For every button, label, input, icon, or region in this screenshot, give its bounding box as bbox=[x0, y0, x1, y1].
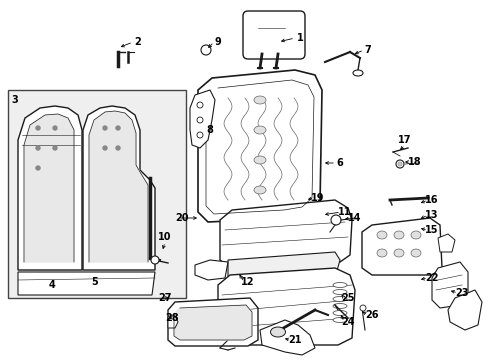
Ellipse shape bbox=[332, 283, 346, 288]
Polygon shape bbox=[168, 298, 258, 346]
Text: 22: 22 bbox=[425, 273, 438, 283]
Polygon shape bbox=[195, 260, 227, 280]
Polygon shape bbox=[83, 106, 155, 270]
Text: 3: 3 bbox=[12, 95, 19, 105]
Polygon shape bbox=[190, 90, 215, 148]
Polygon shape bbox=[18, 272, 155, 295]
Ellipse shape bbox=[376, 249, 386, 257]
Ellipse shape bbox=[270, 327, 285, 337]
Polygon shape bbox=[198, 70, 321, 222]
Circle shape bbox=[197, 132, 203, 138]
Polygon shape bbox=[220, 200, 351, 268]
Polygon shape bbox=[431, 262, 467, 308]
Circle shape bbox=[53, 146, 57, 150]
Polygon shape bbox=[89, 111, 148, 262]
Text: 10: 10 bbox=[158, 232, 171, 242]
Ellipse shape bbox=[253, 126, 265, 134]
Text: 21: 21 bbox=[287, 335, 301, 345]
Text: 15: 15 bbox=[425, 225, 438, 235]
Text: 6: 6 bbox=[336, 158, 343, 168]
Text: 9: 9 bbox=[214, 37, 221, 47]
Text: 16: 16 bbox=[425, 195, 438, 205]
Circle shape bbox=[116, 146, 120, 150]
FancyBboxPatch shape bbox=[243, 11, 305, 59]
Circle shape bbox=[359, 305, 365, 311]
Circle shape bbox=[53, 126, 57, 130]
Circle shape bbox=[197, 102, 203, 108]
Circle shape bbox=[116, 126, 120, 130]
Text: 27: 27 bbox=[158, 293, 171, 303]
Text: 24: 24 bbox=[341, 317, 354, 327]
Ellipse shape bbox=[332, 318, 346, 323]
Bar bbox=[8, 90, 185, 298]
Text: 26: 26 bbox=[365, 310, 378, 320]
Ellipse shape bbox=[332, 297, 346, 302]
Polygon shape bbox=[227, 252, 339, 278]
Circle shape bbox=[151, 256, 159, 264]
Circle shape bbox=[197, 117, 203, 123]
Polygon shape bbox=[174, 305, 251, 340]
Circle shape bbox=[395, 160, 403, 168]
Text: 28: 28 bbox=[165, 313, 179, 323]
Text: 20: 20 bbox=[175, 213, 188, 223]
Ellipse shape bbox=[393, 231, 403, 239]
Circle shape bbox=[103, 126, 107, 130]
Circle shape bbox=[36, 126, 40, 130]
Text: 4: 4 bbox=[48, 280, 55, 290]
Text: 1: 1 bbox=[296, 33, 303, 43]
Circle shape bbox=[397, 162, 401, 166]
Ellipse shape bbox=[376, 231, 386, 239]
Ellipse shape bbox=[332, 289, 346, 294]
Ellipse shape bbox=[332, 310, 346, 315]
Circle shape bbox=[330, 215, 340, 225]
Ellipse shape bbox=[410, 249, 420, 257]
Polygon shape bbox=[18, 106, 82, 270]
Ellipse shape bbox=[253, 186, 265, 194]
Text: 7: 7 bbox=[364, 45, 370, 55]
Text: 18: 18 bbox=[407, 157, 421, 167]
Text: 2: 2 bbox=[134, 37, 141, 47]
Polygon shape bbox=[168, 316, 178, 328]
Ellipse shape bbox=[253, 156, 265, 164]
Circle shape bbox=[201, 45, 210, 55]
Text: 8: 8 bbox=[206, 125, 213, 135]
Polygon shape bbox=[447, 290, 481, 330]
Polygon shape bbox=[24, 114, 74, 262]
Polygon shape bbox=[218, 268, 354, 345]
Ellipse shape bbox=[352, 70, 362, 76]
Polygon shape bbox=[437, 234, 454, 252]
Text: 23: 23 bbox=[454, 288, 468, 298]
Text: 5: 5 bbox=[91, 277, 98, 287]
Circle shape bbox=[36, 146, 40, 150]
Polygon shape bbox=[260, 320, 314, 355]
Ellipse shape bbox=[410, 231, 420, 239]
Ellipse shape bbox=[393, 249, 403, 257]
Circle shape bbox=[36, 166, 40, 170]
Text: 25: 25 bbox=[341, 293, 354, 303]
Ellipse shape bbox=[253, 96, 265, 104]
Text: 19: 19 bbox=[311, 193, 324, 203]
Text: 12: 12 bbox=[241, 277, 254, 287]
Circle shape bbox=[103, 146, 107, 150]
Polygon shape bbox=[361, 218, 441, 275]
Text: 14: 14 bbox=[347, 213, 361, 223]
Ellipse shape bbox=[332, 303, 346, 309]
Text: 17: 17 bbox=[397, 135, 411, 145]
Text: 11: 11 bbox=[338, 207, 351, 217]
Text: 13: 13 bbox=[425, 210, 438, 220]
